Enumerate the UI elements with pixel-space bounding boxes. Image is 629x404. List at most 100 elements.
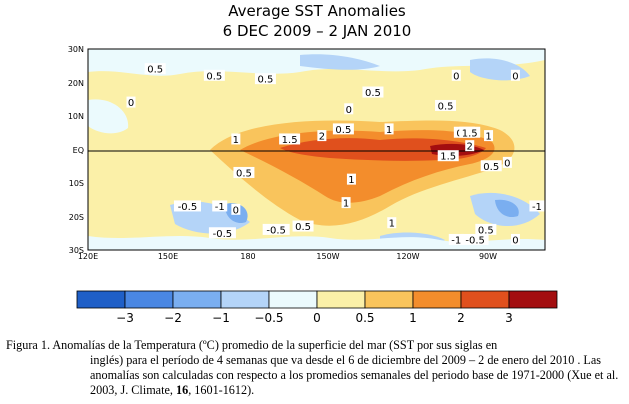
contour-label: 0 bbox=[346, 105, 352, 116]
contour-label-background bbox=[279, 133, 301, 145]
colorbar bbox=[76, 290, 558, 309]
contour-label-background bbox=[346, 173, 356, 185]
contour-label: 0 bbox=[512, 235, 518, 246]
contour-label: 0.5 bbox=[257, 75, 273, 86]
contour-label: 0 bbox=[504, 158, 510, 169]
contour-label-background bbox=[231, 203, 241, 215]
colorbar-swatch bbox=[364, 290, 414, 309]
contour-label: 0.5 bbox=[147, 65, 163, 76]
caption-text: , bbox=[169, 383, 176, 397]
contour-label: 1 bbox=[348, 175, 354, 186]
contour-label-background bbox=[451, 69, 461, 81]
contour-label: 1 bbox=[386, 125, 392, 136]
y-tick-label: 30N bbox=[68, 45, 84, 54]
x-tick-label: 90W bbox=[479, 252, 497, 261]
contour-label-background bbox=[233, 166, 255, 178]
x-tick-label: 150W bbox=[316, 252, 339, 261]
y-tick-label: 20S bbox=[69, 213, 84, 222]
y-axis: 30N 20N 10N EQ 10S 20S 30S bbox=[68, 45, 84, 255]
colorbar-tick-label: −0.5 bbox=[254, 311, 283, 325]
y-tick-label: 10S bbox=[69, 179, 84, 188]
contour-label: 0 bbox=[453, 71, 459, 82]
contour-label: 1 bbox=[389, 219, 395, 230]
x-tick-label: 120W bbox=[396, 252, 419, 261]
contour-label-background bbox=[212, 200, 228, 212]
contour-label-background bbox=[344, 103, 354, 115]
contour-label-background bbox=[254, 73, 276, 85]
cool-anomaly-southeast-core bbox=[495, 199, 519, 218]
contour-label: 0 bbox=[128, 98, 134, 109]
contour-label: 0.5 bbox=[206, 71, 222, 82]
contour-label: 0 bbox=[512, 71, 518, 82]
colorbar-tick-label: 3 bbox=[505, 311, 513, 325]
plot-frame bbox=[87, 48, 546, 251]
caption-body: inglés) para el período de 4 semanas que… bbox=[6, 353, 624, 398]
colorbar-swatch bbox=[76, 290, 126, 309]
contour-label: 0.5 bbox=[295, 222, 311, 233]
colorbar-swatch bbox=[172, 290, 222, 309]
x-axis: 120E 150E 180 150W 120W 90W bbox=[78, 252, 497, 261]
map-plot-area: 0.5 0 0.5 0.5 0 0.5 0.5 0 0 0.5 1 1.5 2 0.5 1 1.5 1 2 1.5 0… bbox=[87, 48, 546, 251]
x-tick-label: 120E bbox=[78, 252, 98, 261]
neutral-band-south bbox=[88, 236, 545, 250]
contour-label: 0.5 bbox=[335, 125, 351, 136]
x-tick-label: 150E bbox=[158, 252, 178, 261]
contour-label-background bbox=[317, 130, 327, 142]
contour-label-background bbox=[262, 223, 290, 235]
contour-label-background bbox=[341, 197, 351, 209]
contour-label: -1 bbox=[451, 235, 461, 246]
contour-label-background bbox=[387, 217, 397, 229]
caption-text: inglés) para el período de 4 semanas que… bbox=[90, 353, 619, 397]
contour-label: 0.5 bbox=[478, 225, 494, 236]
contour-label-background bbox=[173, 200, 201, 212]
contour-label: -1 bbox=[215, 202, 225, 213]
contour-label-background bbox=[208, 227, 236, 239]
x-tick-label: 180 bbox=[240, 252, 255, 261]
contour-label: 1 bbox=[343, 199, 349, 210]
contour-label: 1 bbox=[485, 132, 491, 143]
contour-label-background bbox=[510, 69, 520, 81]
colorbar-tick-label: 1 bbox=[409, 311, 417, 325]
contour-label: 0.5 bbox=[236, 168, 252, 179]
contour-label-background bbox=[529, 200, 545, 212]
colorbar-tick-labels: −3 −2 −1 −0.5 0 0.5 1 2 3 bbox=[116, 311, 513, 325]
colorbar-tick-label: −1 bbox=[212, 311, 230, 325]
contour-label: -0.5 bbox=[266, 225, 286, 236]
caption-text: , 1601-1612). bbox=[188, 383, 255, 397]
contour-label: -0.5 bbox=[465, 235, 485, 246]
contour-label: 0 bbox=[233, 205, 239, 216]
colorbar-swatch bbox=[220, 290, 270, 309]
contour-label-background bbox=[203, 69, 225, 81]
contour-label-background bbox=[231, 133, 241, 145]
contour-label: 1.5 bbox=[440, 152, 456, 163]
contour-label-background bbox=[510, 233, 520, 245]
y-tick-label: 20N bbox=[68, 79, 84, 88]
contour-label: -0.5 bbox=[213, 229, 233, 240]
contour-label: -1 bbox=[532, 202, 542, 213]
contour-label: 2 bbox=[319, 132, 325, 143]
contour-label-background bbox=[461, 233, 489, 245]
colorbar-swatch bbox=[316, 290, 366, 309]
contour-label: 2 bbox=[467, 142, 473, 153]
contour-label-background bbox=[126, 96, 136, 108]
contour-label-background bbox=[480, 160, 502, 172]
contour-label: -0.5 bbox=[178, 202, 198, 213]
warm-anomaly-3deg bbox=[280, 138, 486, 161]
contour-label: 1.5 bbox=[462, 128, 478, 139]
contour-label-background bbox=[435, 99, 457, 111]
anomaly-fields bbox=[88, 49, 545, 250]
colorbar-tick-label: −3 bbox=[116, 311, 134, 325]
figure-caption: Figura 1. Anomalías de la Temperatura (º… bbox=[6, 338, 624, 398]
colorbar-tick-label: 0 bbox=[313, 311, 321, 325]
sst-anomaly-figure: Average SST Anomalies 6 DEC 2009 – 2 JAN… bbox=[68, 2, 558, 325]
colorbar-swatch bbox=[268, 290, 318, 309]
contour-label-background bbox=[144, 63, 166, 75]
chart-subtitle: 6 DEC 2009 – 2 JAN 2010 bbox=[223, 22, 412, 40]
y-tick-label: 10N bbox=[68, 112, 84, 121]
y-tick-label: 30S bbox=[69, 246, 84, 255]
cool-anomaly-north-pacific bbox=[300, 54, 380, 70]
contour-label-background bbox=[475, 223, 497, 235]
contour-label-background bbox=[502, 156, 512, 168]
contour-label-background bbox=[362, 86, 384, 98]
contour-labels: 0.5 0 0.5 0.5 0 0.5 0.5 0 0 0.5 1 1.5 2 0.5 1 1.5 1 2 1.5 0… bbox=[126, 63, 545, 246]
